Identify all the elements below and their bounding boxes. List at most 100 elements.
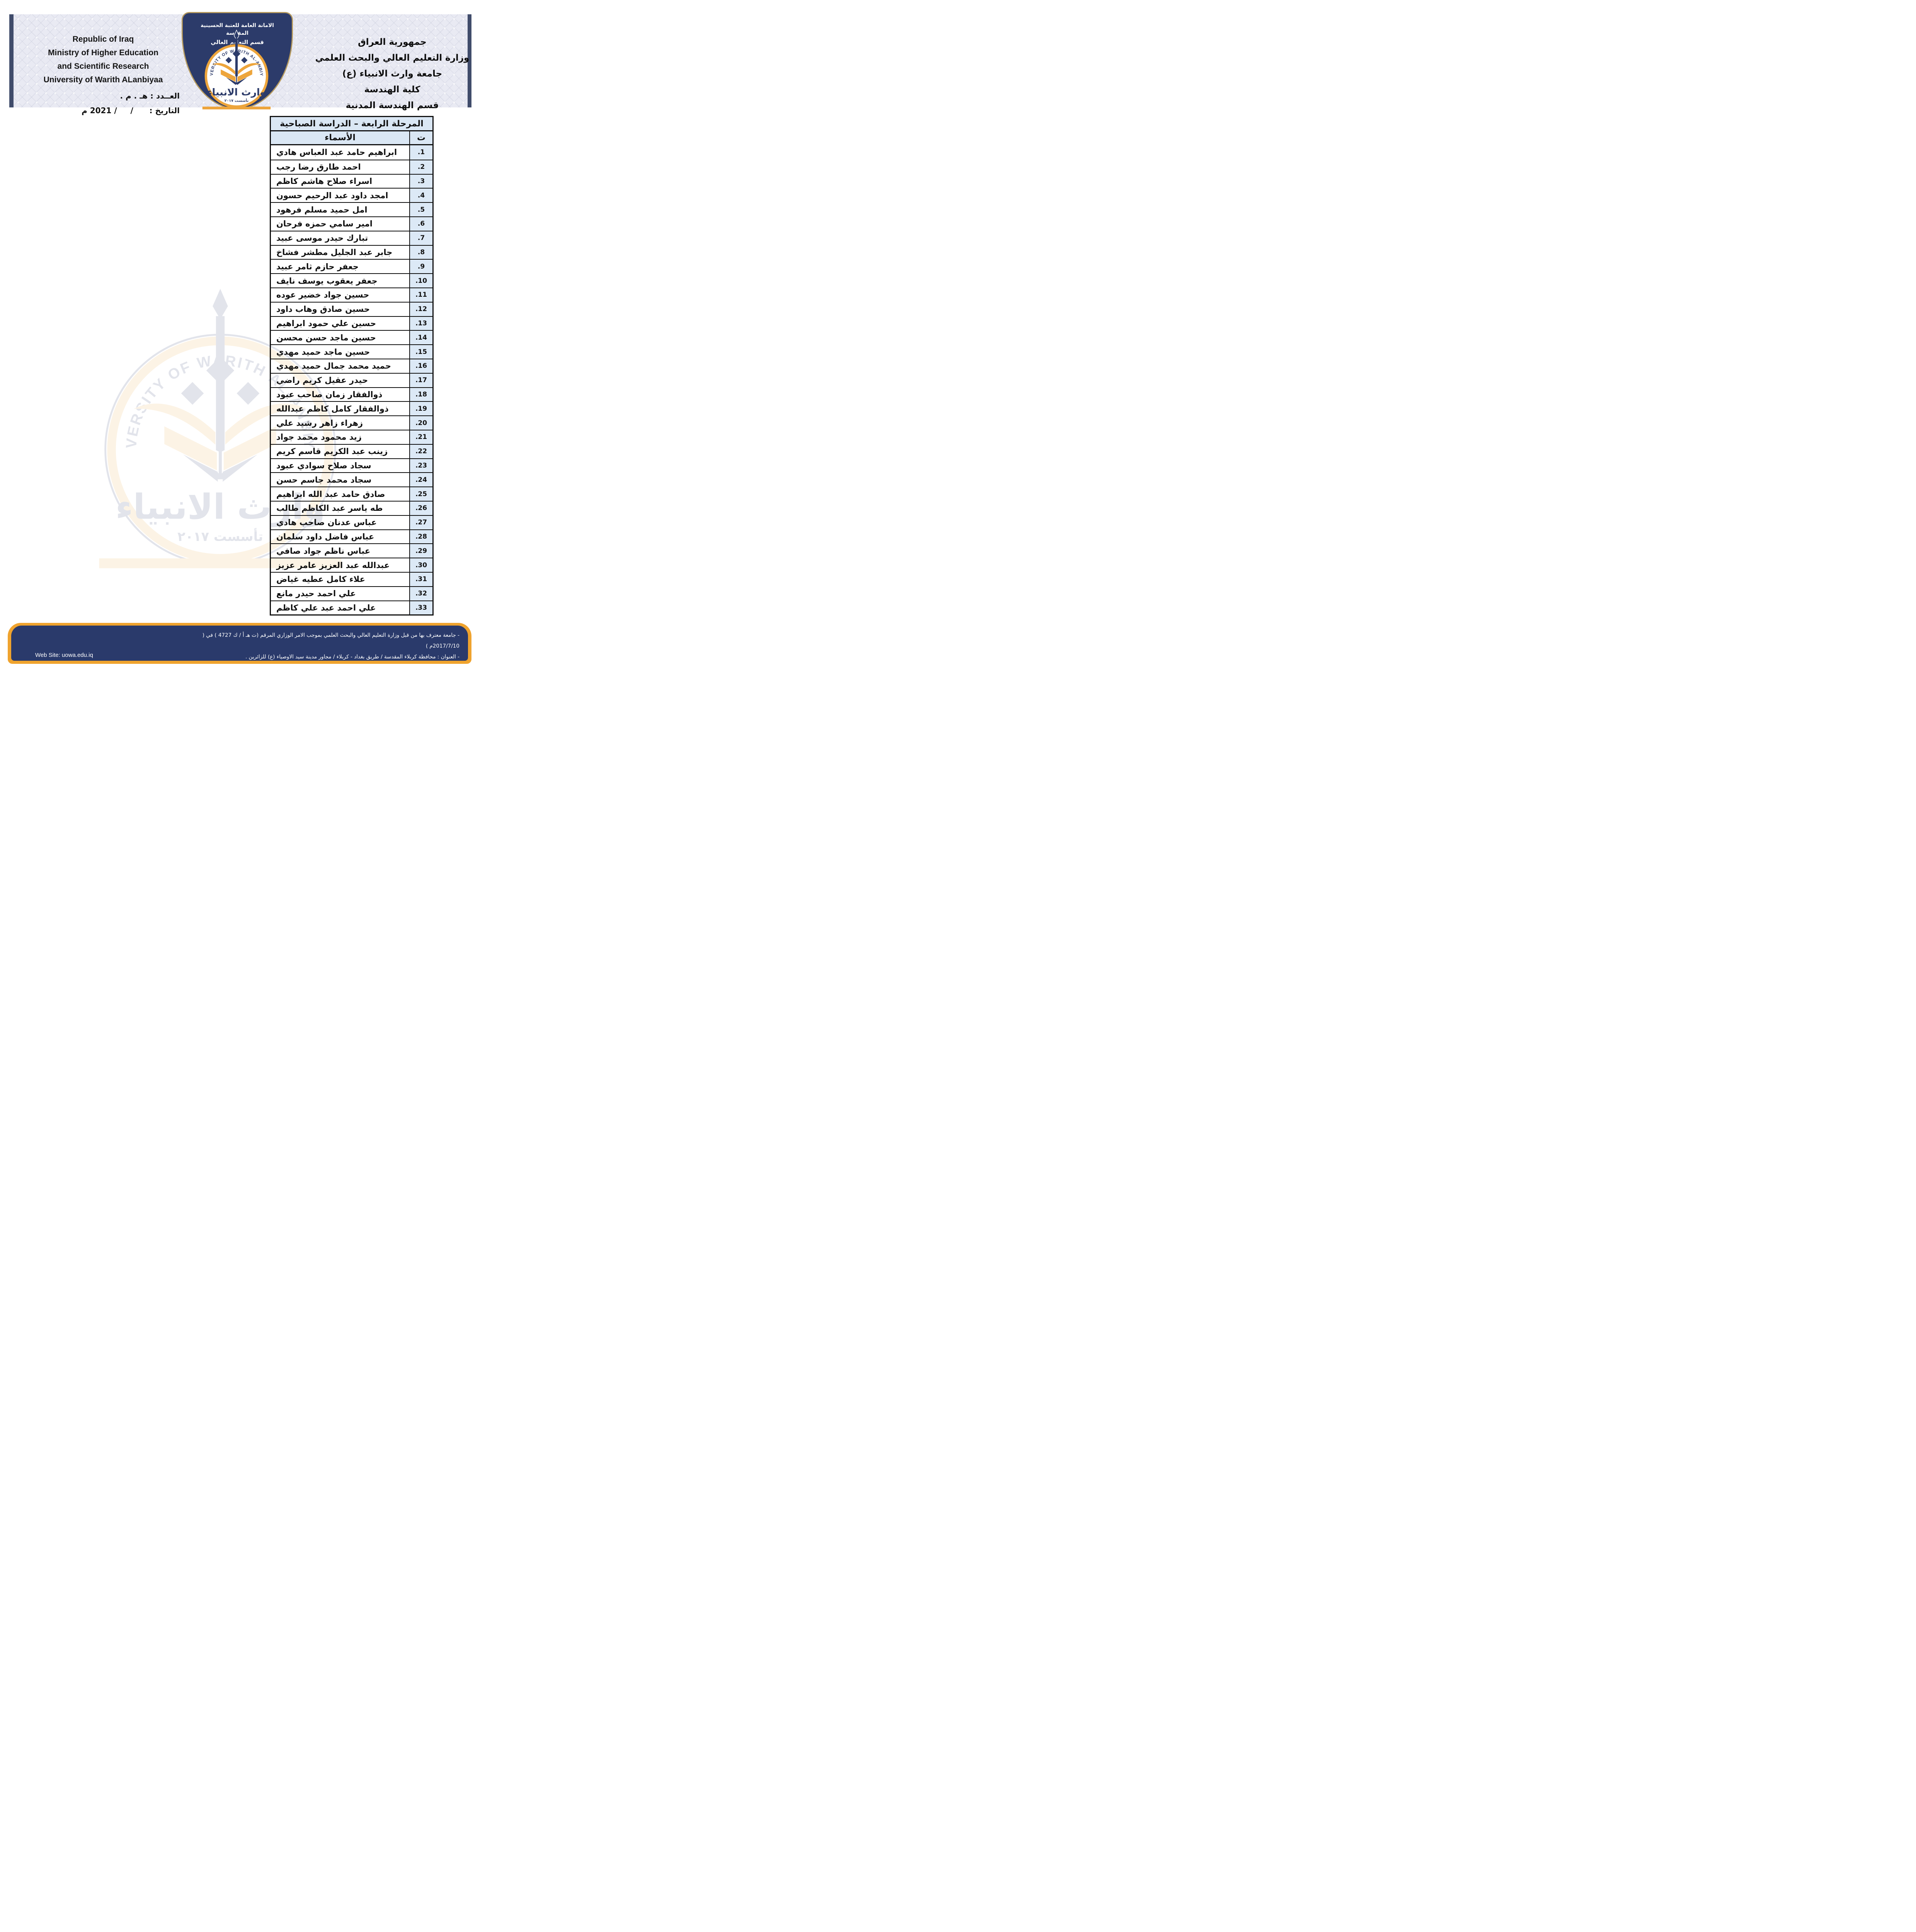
row-name: سجاد صلاح سوادي عبود — [276, 461, 371, 470]
row-index: 8. — [409, 245, 432, 259]
row-index: 23. — [409, 459, 432, 473]
table-row: زهراء زاهر رشيد علي 20. — [271, 415, 432, 430]
row-index: 27. — [409, 515, 432, 529]
row-index: 21. — [409, 430, 432, 444]
row-name: ابراهيم حامد عبد العباس هادي — [276, 148, 397, 157]
footer-contact-block: Web Site: uowa.edu.iq E – mail : info@uo… — [35, 630, 108, 678]
row-name: حيدر عقيل كريم راضي — [276, 376, 368, 385]
country-line: Republic of Iraq — [72, 35, 134, 44]
table-row: اسراء صلاح هاشم كاظم 3. — [271, 173, 432, 188]
footer-address-line: - العنوان : محافظة كربلاء المقدسة / طريق… — [245, 654, 459, 660]
row-index: 11. — [409, 288, 432, 302]
row-name: جابر عبد الجليل مطشر فشاخ — [276, 247, 393, 257]
row-name: عباس عدنان صاحب هادي — [276, 518, 377, 527]
row-index: 2. — [409, 160, 432, 174]
row-name: جعفر يعقوب يوسف نايف — [276, 276, 378, 286]
table-row: علي احمد حيدر مانع 32. — [271, 586, 432, 600]
table-title: المرحلة الرابعة – الدراسة الصباحية — [271, 117, 432, 131]
row-name: امير سامي حمزه فرحان — [276, 219, 373, 229]
table-row: عباس فاضل داود سلمان 28. — [271, 529, 432, 544]
table-row: علي احمد عبد علي كاظم 33. — [271, 600, 432, 615]
row-index: 29. — [409, 544, 432, 558]
row-name: زينب عبد الكريم قاسم كريم — [276, 447, 388, 456]
table-row: صادق حامد عبد الله ابراهيم 25. — [271, 486, 432, 501]
row-index: 30. — [409, 558, 432, 572]
english-heading: Republic of Iraq Ministry of Higher Educ… — [25, 32, 181, 87]
document-page: Republic of Iraq Ministry of Higher Educ… — [0, 0, 479, 678]
row-name: حسين ماجد حميد مهدي — [276, 347, 370, 357]
table-row: حسين علي حمود ابراهيم 13. — [271, 316, 432, 330]
row-index: 17. — [409, 373, 432, 387]
row-index: 1. — [409, 145, 432, 160]
row-index: 32. — [409, 587, 432, 600]
table-row: ابراهيم حامد عبد العباس هادي 1. — [271, 145, 432, 160]
footer-band: Web Site: uowa.edu.iq E – mail : info@uo… — [8, 623, 471, 664]
university-line-ar: جامعة وارث الانبياء (ع) — [342, 69, 442, 79]
emblem-founded-text: تأسست ٢٠١٧ — [225, 98, 248, 103]
row-name: امجد داود عبد الرحيم حسون — [276, 190, 388, 200]
table-header-row: الأسماء ت — [271, 131, 432, 145]
table-row: سجاد صلاح سوادي عبود 23. — [271, 458, 432, 473]
row-name: علاء كامل عطيه غياض — [276, 575, 365, 584]
table-row: ذوالفقار زمان صاحب عبود 18. — [271, 387, 432, 401]
row-index: 16. — [409, 359, 432, 373]
pen-nib-icon — [233, 29, 240, 41]
row-name: طه ياسر عبد الكاظم طالب — [276, 503, 383, 513]
row-name: حسين صادق وهاب داود — [276, 304, 370, 314]
row-name: زيد محمود محمد جواد — [276, 432, 362, 442]
students-table: المرحلة الرابعة – الدراسة الصباحية الأسم… — [270, 116, 434, 616]
table-row: حميد محمد جمال حميد مهدي 16. — [271, 358, 432, 373]
table-row: عباس عدنان صاحب هادي 27. — [271, 515, 432, 529]
table-body: ابراهيم حامد عبد العباس هادي 1. احمد طار… — [271, 145, 432, 615]
department-line-ar: قسم الهندسة المدنية — [345, 100, 439, 111]
row-index: 26. — [409, 501, 432, 515]
row-name: عبدالله عبد العزيز عامر عزيز — [276, 560, 390, 570]
row-name: حسين ماجد حسن محسن — [276, 333, 376, 342]
row-name: سجاد محمد جاسم حسن — [276, 475, 372, 485]
row-index: 3. — [409, 174, 432, 188]
ministry-line2: and Scientific Research — [57, 62, 149, 71]
row-name: عباس فاضل داود سلمان — [276, 532, 374, 541]
row-index: 19. — [409, 402, 432, 416]
row-index: 24. — [409, 473, 432, 487]
table-row: حسين صادق وهاب داود 12. — [271, 301, 432, 316]
table-row: زينب عبد الكريم قاسم كريم 22. — [271, 444, 432, 458]
footer-website: Web Site: uowa.edu.iq — [35, 652, 93, 658]
row-name: جعفر حازم ثامر عبيد — [276, 262, 359, 271]
table-row: حسين ماجد حميد مهدي 15. — [271, 344, 432, 359]
row-name: اسراء صلاح هاشم كاظم — [276, 176, 373, 186]
row-index: 10. — [409, 274, 432, 287]
table-row: عباس ناظم جواد صافي 29. — [271, 543, 432, 558]
table-row: جعفر يعقوب يوسف نايف 10. — [271, 273, 432, 287]
row-index: 33. — [409, 601, 432, 615]
university-logo-icon: UNIVERSITY OF WARITH AL-ANBIYA'A وارث ال… — [202, 29, 271, 110]
row-index: 14. — [409, 331, 432, 345]
table-row: امير سامي حمزه فرحان 6. — [271, 216, 432, 231]
ministry-line-ar: وزارة التعليم العالي والبحث العلمي — [315, 53, 470, 63]
row-index: 31. — [409, 572, 432, 586]
row-index: 18. — [409, 388, 432, 401]
row-name: ذوالفقار كامل كاظم عبدالله — [276, 404, 389, 413]
footer-arabic-block: - جامعة معترف بها من قبل وزارة التعليم ا… — [185, 630, 459, 662]
row-name: امل حميد مسلم فرهود — [276, 205, 368, 214]
names-column-header: الأسماء — [325, 133, 356, 143]
university-line: University of Warith ALanbiyaa — [43, 75, 163, 84]
row-index: 6. — [409, 217, 432, 231]
table-row: ذوالفقار كامل كاظم عبدالله 19. — [271, 401, 432, 416]
table-row: عبدالله عبد العزيز عامر عزيز 30. — [271, 558, 432, 572]
row-name: زهراء زاهر رشيد علي — [276, 418, 363, 428]
table-row: احمد طارق رضا رجب 2. — [271, 159, 432, 174]
arabic-heading: جمهورية العراق وزارة التعليم العالي والب… — [308, 34, 476, 114]
college-line-ar: كلية الهندسة — [364, 85, 420, 95]
table-row: حيدر عقيل كريم راضي 17. — [271, 372, 432, 387]
table-row: جعفر حازم ثامر عبيد 9. — [271, 259, 432, 274]
country-line-ar: جمهورية العراق — [358, 37, 427, 47]
issue-number-line: العــدد : هـ . م . — [120, 91, 180, 100]
emblem-calligraphy: وارث الانبياء — [207, 87, 266, 98]
row-index: 20. — [409, 416, 432, 430]
row-index: 7. — [409, 231, 432, 245]
table-row: امل حميد مسلم فرهود 5. — [271, 202, 432, 216]
row-index: 25. — [409, 487, 432, 501]
footer-accreditation-line: - جامعة معترف بها من قبل وزارة التعليم ا… — [202, 632, 459, 649]
table-row: حسين ماجد حسن محسن 14. — [271, 330, 432, 345]
